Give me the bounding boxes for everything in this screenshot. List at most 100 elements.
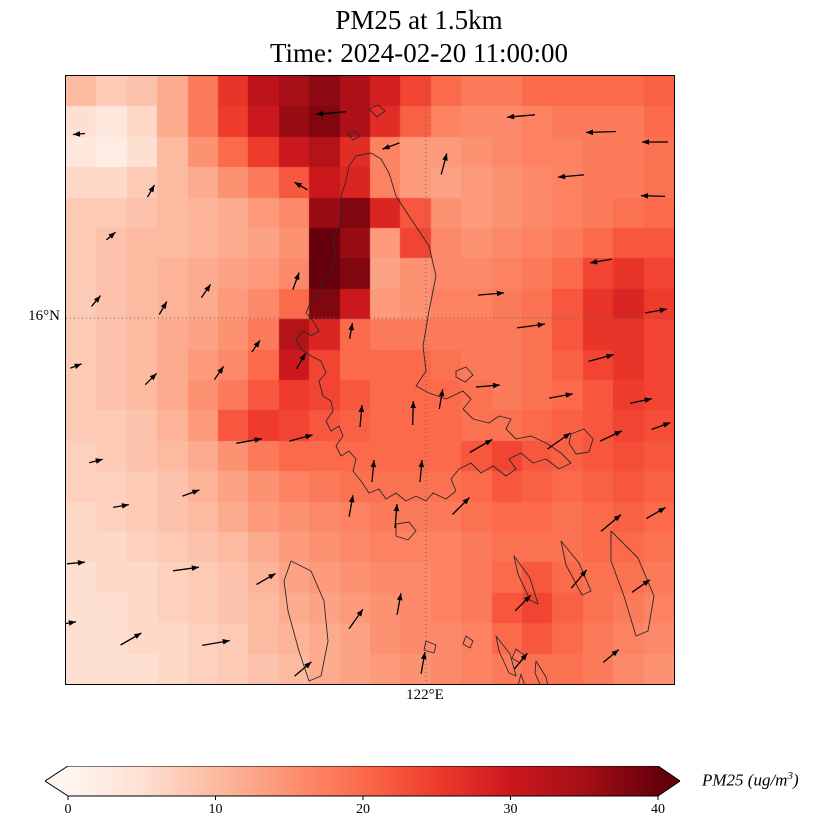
wind-arrowhead (586, 129, 594, 136)
wind-arrowhead (662, 422, 671, 428)
wind-arrowhead (659, 307, 667, 314)
wind-arrowhead (558, 173, 566, 180)
colorbar-label-close: ) (792, 770, 799, 790)
wind-arrowhead (299, 353, 306, 361)
wind-arrowhead (160, 301, 167, 309)
wind-arrowhead (370, 460, 377, 468)
colorbar-over-arrow (658, 766, 680, 796)
wind-arrowhead (204, 284, 211, 292)
wind-arrowhead (537, 322, 545, 328)
coastline (534, 660, 549, 684)
wind-arrowhead (294, 272, 300, 281)
plot-title: PM25 at 1.5km (335, 5, 503, 35)
coastline (395, 521, 417, 541)
coastline (513, 555, 539, 605)
wind-arrowhead (507, 113, 515, 120)
wind-arrowhead (462, 497, 470, 505)
plot-subtitle: Time: 2024-02-20 11:00:00 (269, 38, 568, 68)
wind-arrowhead (420, 652, 427, 660)
pm25-heatmap (66, 76, 674, 684)
wind-arrowhead (191, 565, 199, 571)
colorbar-tick-label: 40 (651, 802, 665, 817)
colorbar-body (68, 766, 658, 796)
wind-arrowhead (348, 495, 355, 503)
wind-arrowhead (393, 504, 400, 512)
wind-arrowhead (642, 579, 650, 586)
wind-arrowhead (348, 323, 354, 331)
wind-arrowhead (133, 633, 142, 639)
wind-arrowhead (268, 573, 276, 580)
wind-arrowhead (658, 507, 666, 514)
colorbar-tick-label: 20 (356, 802, 370, 817)
wind-arrowhead (253, 340, 260, 348)
wind-arrowhead (294, 182, 302, 189)
wind-arrowhead (442, 153, 448, 161)
wind-arrowhead (590, 258, 598, 265)
wind-arrowhead (613, 514, 621, 522)
coastline (462, 635, 474, 649)
coastline (568, 428, 594, 455)
wind-arrowhead (108, 232, 116, 239)
wind-arrowhead (606, 353, 614, 360)
coastline (511, 648, 525, 664)
wind-arrowhead (93, 295, 101, 303)
wind-arrowhead (191, 489, 200, 495)
wind-arrowhead (565, 392, 573, 398)
coastline (295, 152, 572, 502)
wind-arrowhead (438, 389, 445, 397)
wind-arrowhead (356, 609, 363, 617)
wind-arrowhead (305, 434, 313, 440)
wind-arrowhead (614, 430, 622, 437)
wind-arrowhead (496, 290, 504, 297)
wind-arrowhead (382, 144, 391, 150)
wind-arrowhead (148, 184, 155, 193)
wind-arrowhead (77, 560, 85, 566)
wind-arrowhead (580, 569, 587, 577)
wind-arrowhead (642, 139, 649, 145)
wind-arrowhead (358, 405, 365, 413)
wind-arrowhead (644, 397, 652, 403)
wind-arrowhead (73, 131, 81, 137)
colorbar-label-sup: 3 (787, 770, 793, 782)
wind-arrowhead (523, 595, 531, 603)
coastline (423, 640, 437, 654)
lat-tick-label: 16°N (28, 308, 60, 324)
colorbar-label: PM25 (ug/m3) (702, 770, 799, 791)
wind-arrowhead (611, 649, 619, 657)
coastline (495, 635, 517, 677)
colorbar: 0 10 20 30 40 (44, 765, 681, 824)
wind-arrowhead (316, 110, 324, 117)
wind-arrowhead (222, 639, 230, 645)
wind-arrowhead (304, 661, 312, 669)
wind-arrowhead (396, 593, 403, 601)
colorbar-label-text: PM25 (ug/m (702, 770, 788, 790)
wind-arrowhead (484, 439, 493, 446)
colorbar-tick-label: 0 (64, 802, 72, 817)
wind-arrowhead (74, 363, 82, 369)
wind-arrowhead (95, 458, 103, 464)
coastline (560, 540, 592, 596)
lon-tick-label: 122°E (406, 687, 444, 703)
wind-arrowhead (68, 620, 76, 626)
coastline (610, 530, 655, 637)
coastline (283, 560, 329, 682)
colorbar-tick-label: 10 (208, 802, 223, 817)
wind-arrowhead (418, 460, 425, 468)
wind-arrowhead (121, 503, 129, 509)
wind-arrowhead (149, 373, 157, 381)
colorbar-gradient (44, 765, 681, 800)
colorbar-tick-label: 30 (503, 802, 518, 817)
wind-arrowhead (492, 382, 500, 389)
wind-arrowhead (563, 433, 571, 440)
wind-arrowhead (254, 437, 262, 443)
wind-arrowhead (520, 653, 528, 661)
map-overlay (66, 76, 674, 684)
colorbar-under-arrow (45, 766, 68, 796)
coastline (455, 366, 474, 383)
coastline (368, 104, 386, 118)
coastline (347, 130, 361, 141)
wind-arrowhead (410, 401, 416, 409)
coastline (518, 673, 525, 684)
wind-arrowhead (641, 193, 649, 199)
map-axes (65, 75, 675, 685)
